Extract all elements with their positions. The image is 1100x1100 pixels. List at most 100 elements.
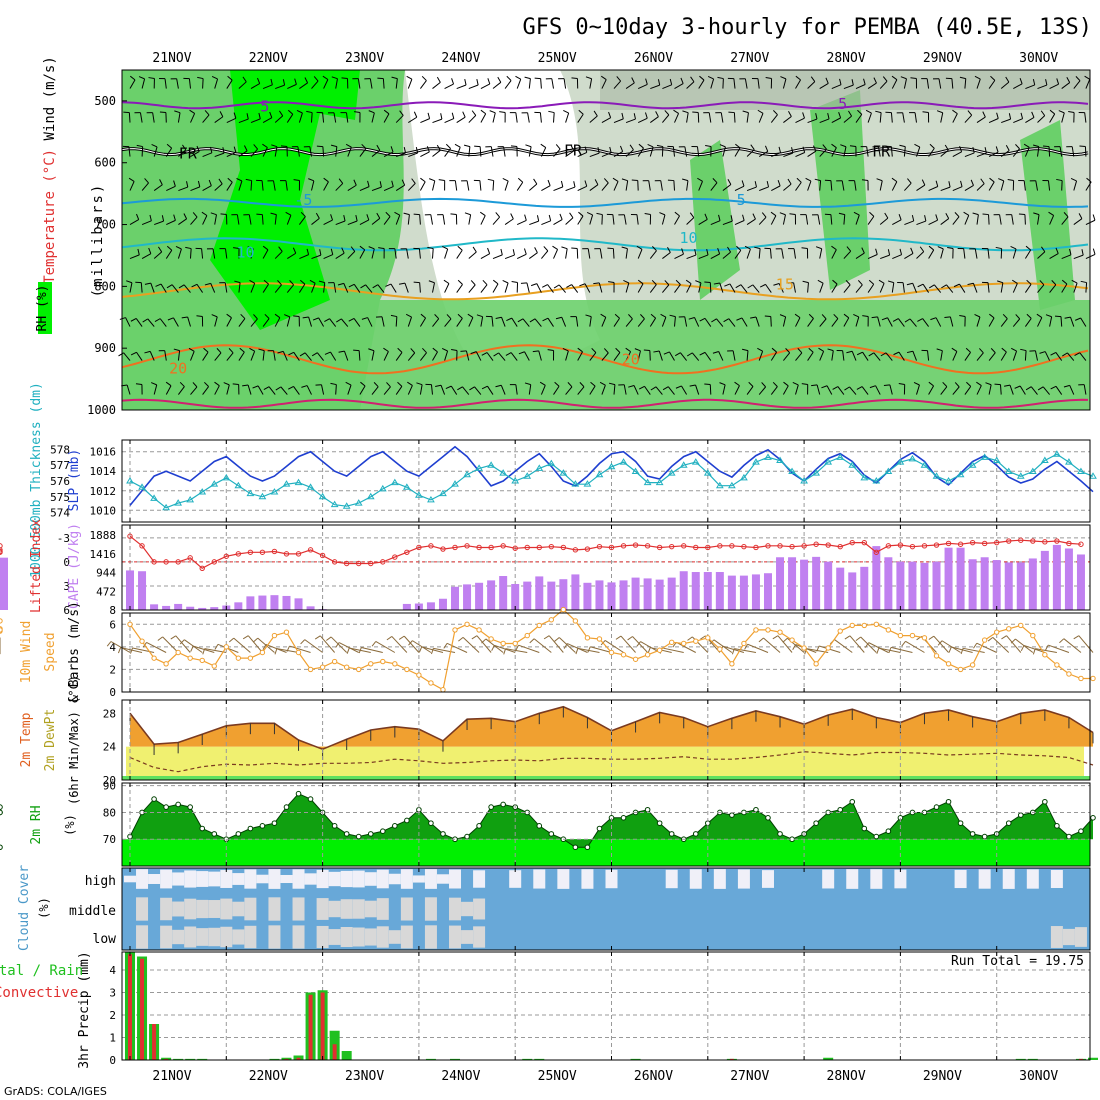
wind-barb <box>1067 352 1075 361</box>
contour-label: 10 <box>680 229 698 247</box>
wind-barb-flag <box>901 641 906 647</box>
wind-barb-flag <box>1048 211 1054 216</box>
lifted-index-marker <box>199 565 205 572</box>
wind-barb <box>126 384 131 395</box>
wind-speed-marker <box>247 655 254 661</box>
wind-barb <box>299 254 309 260</box>
wind-barb <box>407 385 413 395</box>
wind-barb <box>323 254 333 260</box>
wind-barb <box>625 248 628 259</box>
wind-barb <box>866 146 869 157</box>
wind-barb <box>1073 254 1084 260</box>
wind-barb <box>377 284 385 293</box>
wind-barb <box>867 283 875 293</box>
wind-barb <box>456 116 466 123</box>
wind-barb <box>395 184 405 191</box>
wind-barb-flag <box>887 249 891 256</box>
thickness-marker <box>992 456 1001 463</box>
wind-barb-flag <box>517 177 524 183</box>
wind-barb-flag <box>657 79 661 86</box>
rh2m-marker <box>404 817 410 824</box>
wind-barb <box>625 180 629 191</box>
wind-barb <box>598 282 603 293</box>
wind-barb <box>275 84 285 90</box>
wind-barb-flag <box>674 352 681 357</box>
wind-barb-flag <box>664 110 670 116</box>
cape-bar <box>776 557 785 610</box>
wind-barb <box>419 214 421 225</box>
wind-barb <box>599 248 603 259</box>
wind-barb <box>734 385 740 395</box>
wind-barb <box>819 282 824 293</box>
wind-barb-flag <box>685 279 692 285</box>
wind-barb-flag <box>278 110 284 117</box>
wind-barb-flag <box>723 318 730 323</box>
wind-barb-flag <box>773 283 780 286</box>
wind-barb-flag <box>814 178 821 182</box>
wind-barb-flag <box>960 648 964 655</box>
wind-barb <box>262 249 269 259</box>
precip-total-bar <box>1015 1058 1026 1060</box>
wind-barb <box>940 350 943 361</box>
wind-barb <box>558 284 566 293</box>
wind-barb-flag <box>810 76 816 82</box>
wind-barb <box>214 152 225 158</box>
wind-barb <box>371 386 379 395</box>
wind-barb <box>135 318 143 327</box>
wind-barb <box>504 218 514 225</box>
wind-barb-flag <box>772 381 778 387</box>
wind-barb-flag <box>183 213 188 220</box>
wind-barb <box>547 317 554 327</box>
wind-barb-flag <box>1020 112 1024 119</box>
wind-barb-flag <box>948 181 951 188</box>
wind-barb <box>129 219 139 225</box>
wind-barb <box>831 283 838 293</box>
wind-barb-flag <box>936 348 943 352</box>
lifted-index-marker <box>741 543 747 550</box>
wind-barb-flag <box>815 246 822 250</box>
wind-barb-flag <box>201 211 208 216</box>
wind-barb <box>164 78 167 89</box>
wind-barb <box>916 384 920 395</box>
wind-barb <box>625 351 632 361</box>
temp-label-1: 2m Temp <box>19 712 34 767</box>
wind-barb <box>547 284 554 293</box>
wind-barb-flag <box>126 280 133 284</box>
wind-barb-flag <box>500 248 503 255</box>
y-tick-label: 600 <box>94 156 116 170</box>
wind-barb-flag <box>585 314 592 318</box>
wind-barb <box>257 637 275 653</box>
slp-tick-label: 1012 <box>90 485 117 498</box>
cloud-block <box>292 869 305 889</box>
wind-barb-flag <box>575 648 579 655</box>
wind-barb <box>782 385 789 395</box>
wind-barb <box>139 112 143 123</box>
wind-speed-marker <box>139 638 145 644</box>
wind-barb <box>625 118 636 124</box>
wind-barb-flag <box>138 76 145 80</box>
wind-barb <box>262 117 273 123</box>
wind-barb-flag <box>673 109 679 114</box>
wind-barb-flag <box>338 350 345 353</box>
wind-barb <box>238 118 249 124</box>
wind-barb-flag <box>135 383 142 386</box>
wind-barb-flag <box>451 78 454 85</box>
wind-barb <box>916 220 927 226</box>
wind-barb-flag <box>517 318 524 323</box>
wind-barb-flag <box>883 384 890 386</box>
wind-barb <box>563 78 567 89</box>
wind-barb <box>976 316 981 327</box>
wind-barb-flag <box>391 76 398 80</box>
wind-barb-flag <box>442 245 448 250</box>
wind-barb-flag <box>628 314 633 320</box>
wind-barb-flag <box>627 636 633 641</box>
wind-barb <box>268 386 276 395</box>
date-label-top: 26NOV <box>634 51 673 66</box>
wind-barb <box>129 181 135 191</box>
wind-barb <box>190 216 198 225</box>
wind-barb-flag <box>707 76 714 80</box>
wind-barb <box>311 217 320 225</box>
wind-barb-flag <box>864 642 870 648</box>
rh2m-marker <box>1017 812 1024 818</box>
wind-barb <box>432 180 436 191</box>
